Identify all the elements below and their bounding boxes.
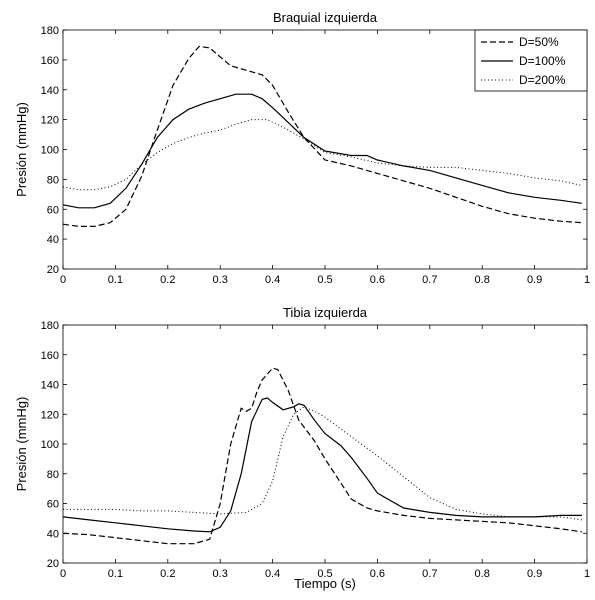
- x-tick-label: 0.6: [370, 568, 385, 580]
- x-tick-label: 0.7: [422, 274, 437, 286]
- x-tick-label: 0.8: [475, 274, 490, 286]
- y-tick-label: 60: [47, 499, 59, 511]
- x-tick-label: 0.3: [213, 568, 228, 580]
- y-tick-label: 100: [41, 145, 59, 157]
- x-tick-label: 0: [60, 568, 66, 580]
- x-tick-label: 0.2: [160, 274, 175, 286]
- y-axis-label: Presión (mmHg): [14, 102, 29, 197]
- y-tick-label: 120: [41, 115, 59, 127]
- x-tick-label: 0.7: [422, 568, 437, 580]
- legend-label: D=50%: [519, 35, 559, 49]
- series-line-solid: [62, 93, 582, 209]
- y-tick-label: 160: [41, 55, 59, 67]
- series-line-dashed: [62, 367, 582, 545]
- x-tick-label: 0.8: [475, 568, 490, 580]
- x-tick-label: 0.3: [213, 274, 228, 286]
- y-tick-label: 120: [41, 409, 59, 421]
- y-tick-label: 20: [47, 558, 59, 570]
- x-axis-label: Tiempo (s): [294, 576, 356, 591]
- legend-label: D=200%: [519, 73, 566, 87]
- y-tick-label: 160: [41, 350, 59, 362]
- x-tick-label: 1: [584, 274, 590, 286]
- series-group: [62, 45, 582, 227]
- x-tick-label: 0.9: [527, 568, 542, 580]
- x-tick-label: 0.1: [108, 274, 123, 286]
- x-tick-label: 0.4: [265, 568, 280, 580]
- series-group: [62, 367, 582, 545]
- y-tick-label: 180: [41, 320, 59, 332]
- series-line-dashed: [62, 45, 582, 227]
- panel-title: Braquial izquierda: [273, 10, 378, 25]
- panel-braquial: Braquial izquierda Presión (mmHg) 0 0.1 0.…: [14, 10, 590, 286]
- y-tick-label: 60: [47, 204, 59, 216]
- y-tick-label: 80: [47, 469, 59, 481]
- y-tick-label: 180: [41, 25, 59, 37]
- y-tick-label: 40: [47, 528, 59, 540]
- ticks-group: 0 0.1 0.2 0.3 0.4 0.5 0.6 0.7 0.8 0.9 120406080100…: [41, 25, 590, 286]
- y-tick-label: 20: [47, 264, 59, 276]
- x-tick-label: 0.2: [160, 568, 175, 580]
- legend-label: D=100%: [519, 54, 566, 68]
- x-tick-label: 1: [584, 568, 590, 580]
- ticks-group: 0 0.1 0.2 0.3 0.4 0.5 0.6 0.7 0.8 0.9 120406080100…: [41, 320, 590, 580]
- y-tick-label: 80: [47, 174, 59, 186]
- y-tick-label: 140: [41, 85, 59, 97]
- legend: D=50% D=100% D=200%: [474, 29, 588, 92]
- x-tick-label: 0.1: [108, 568, 123, 580]
- y-tick-label: 140: [41, 380, 59, 392]
- y-tick-label: 100: [41, 439, 59, 451]
- x-tick-label: 0.9: [527, 274, 542, 286]
- x-tick-label: 0.6: [370, 274, 385, 286]
- x-tick-label: 0.5: [317, 568, 332, 580]
- y-tick-label: 40: [47, 234, 59, 246]
- axes-box: [62, 29, 588, 270]
- panel-title: Tibia izquierda: [283, 305, 368, 320]
- x-tick-label: 0.4: [265, 274, 280, 286]
- y-axis-label: Presión (mmHg): [14, 397, 29, 492]
- axes-box: [62, 324, 588, 564]
- x-tick-label: 0.5: [317, 274, 332, 286]
- series-line-solid: [62, 397, 582, 533]
- x-tick-label: 0: [60, 274, 66, 286]
- panel-tibia: Tibia izquierda Presión (mmHg) Tiempo (s…: [14, 305, 590, 591]
